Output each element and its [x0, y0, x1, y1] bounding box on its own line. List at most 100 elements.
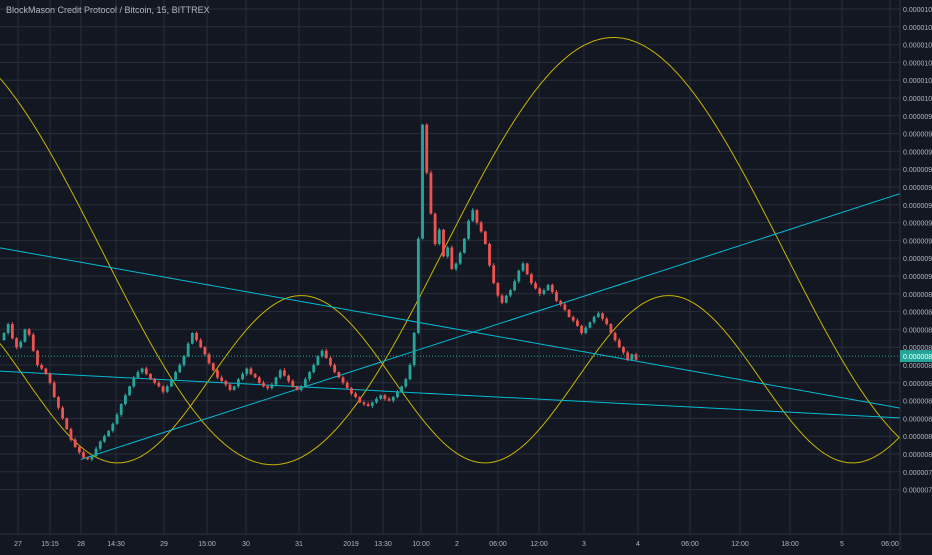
- y-tick-label: 0.00001000: [903, 96, 932, 103]
- candle-body: [588, 322, 592, 328]
- candle-body: [149, 373, 152, 380]
- x-tick-label: 2: [455, 541, 459, 548]
- candle-body: [329, 357, 332, 365]
- candle-body: [144, 368, 148, 374]
- candle-body: [513, 281, 517, 291]
- y-tick-label: 0.00000890: [903, 292, 932, 299]
- candle-body: [559, 300, 563, 305]
- candle-body: [283, 370, 286, 376]
- candle-body: [73, 439, 77, 447]
- candle-body: [475, 210, 479, 223]
- candle-body: [425, 124, 429, 173]
- candle-body: [98, 441, 102, 449]
- candle-body: [584, 327, 588, 333]
- candle-body: [291, 381, 295, 387]
- y-tick-label: 0.00001050: [903, 7, 932, 14]
- candle-body: [462, 238, 466, 253]
- y-tick-label: 0.00001020: [903, 60, 932, 67]
- candles: [2, 123, 638, 462]
- y-tick-label: 0.00000820: [903, 416, 932, 423]
- candle-body: [23, 329, 27, 342]
- candle-body: [6, 324, 10, 333]
- y-tick-label: 0.00000980: [903, 132, 932, 139]
- candle-body: [546, 284, 550, 291]
- candle-body: [174, 372, 178, 380]
- candle-body: [337, 372, 341, 378]
- last-price-label: 0.00000855: [903, 354, 932, 361]
- candle-body: [596, 313, 600, 317]
- candle-body: [421, 124, 424, 239]
- x-tick-label: 06:00: [881, 541, 899, 548]
- y-tick-label: 0.00000870: [903, 327, 932, 334]
- candle-body: [458, 252, 462, 264]
- candle-body: [454, 263, 458, 269]
- candle-body: [69, 429, 73, 440]
- candle-body: [341, 377, 345, 383]
- candle-body: [483, 231, 487, 244]
- candle-body: [161, 386, 165, 392]
- candle-body: [605, 318, 609, 325]
- y-tick-label: 0.00000780: [903, 488, 932, 495]
- candle-body: [446, 247, 450, 257]
- candle-body: [571, 316, 575, 321]
- x-tick-label: 5: [840, 541, 844, 548]
- candle-body: [333, 365, 337, 373]
- candle-body: [567, 309, 571, 317]
- time-axis[interactable]: 27 15:15 28 14:30 29 15:00 30 31 2019 13:30 10:00 2…: [0, 533, 932, 548]
- sine-waves: [0, 37, 901, 466]
- y-tick-label: 0.00000910: [903, 256, 932, 263]
- candle-body: [303, 379, 307, 387]
- candle-body: [316, 356, 320, 365]
- candle-body: [576, 320, 579, 326]
- candle-body: [442, 229, 445, 257]
- candle-body: [253, 373, 257, 378]
- candle-body: [270, 384, 274, 389]
- candle-body: [52, 382, 56, 398]
- candle-body: [525, 263, 529, 275]
- candle-body: [249, 368, 253, 374]
- candle-body: [320, 350, 324, 357]
- y-tick-label: 0.00000970: [903, 149, 932, 156]
- y-tick-label: 0.00000860: [903, 345, 932, 352]
- candle-body: [232, 386, 236, 390]
- candle-body: [178, 365, 182, 373]
- x-tick-label: 06:00: [681, 541, 699, 548]
- candle-body: [349, 388, 353, 394]
- y-tick-label: 0.00000840: [903, 381, 932, 388]
- candle-body: [186, 343, 190, 357]
- candle-body: [433, 213, 437, 244]
- candle-body: [299, 386, 303, 390]
- candle-body: [140, 368, 144, 373]
- candle-body: [31, 334, 35, 351]
- candle-body: [228, 384, 232, 390]
- candle-body: [542, 290, 546, 294]
- candle-body: [236, 379, 240, 387]
- candle-body: [274, 377, 278, 385]
- candle-body: [211, 363, 215, 371]
- last-price-badge: [900, 350, 932, 363]
- candle-body: [370, 402, 374, 406]
- candle-body: [128, 386, 131, 396]
- candle-body: [15, 338, 18, 348]
- candle-body: [450, 247, 454, 269]
- candle-body: [538, 288, 542, 294]
- candle-body: [429, 172, 433, 214]
- sine-wave: [0, 295, 901, 464]
- candle-body: [521, 263, 525, 271]
- trendline: [80, 193, 901, 460]
- trendlines: [0, 193, 901, 460]
- candle-body: [65, 418, 69, 430]
- candle-body: [366, 404, 370, 406]
- candle-body: [27, 329, 31, 335]
- x-tick-label: 2019: [343, 541, 359, 548]
- candle-body: [412, 332, 416, 365]
- candle-body: [262, 382, 265, 387]
- candle-body: [358, 397, 362, 403]
- candle-body: [345, 382, 349, 389]
- x-tick-label: 31: [295, 541, 303, 548]
- chart-title: BlockMason Credit Protocol / Bitcoin, 15…: [6, 5, 210, 15]
- x-tick-label: 3: [582, 541, 586, 548]
